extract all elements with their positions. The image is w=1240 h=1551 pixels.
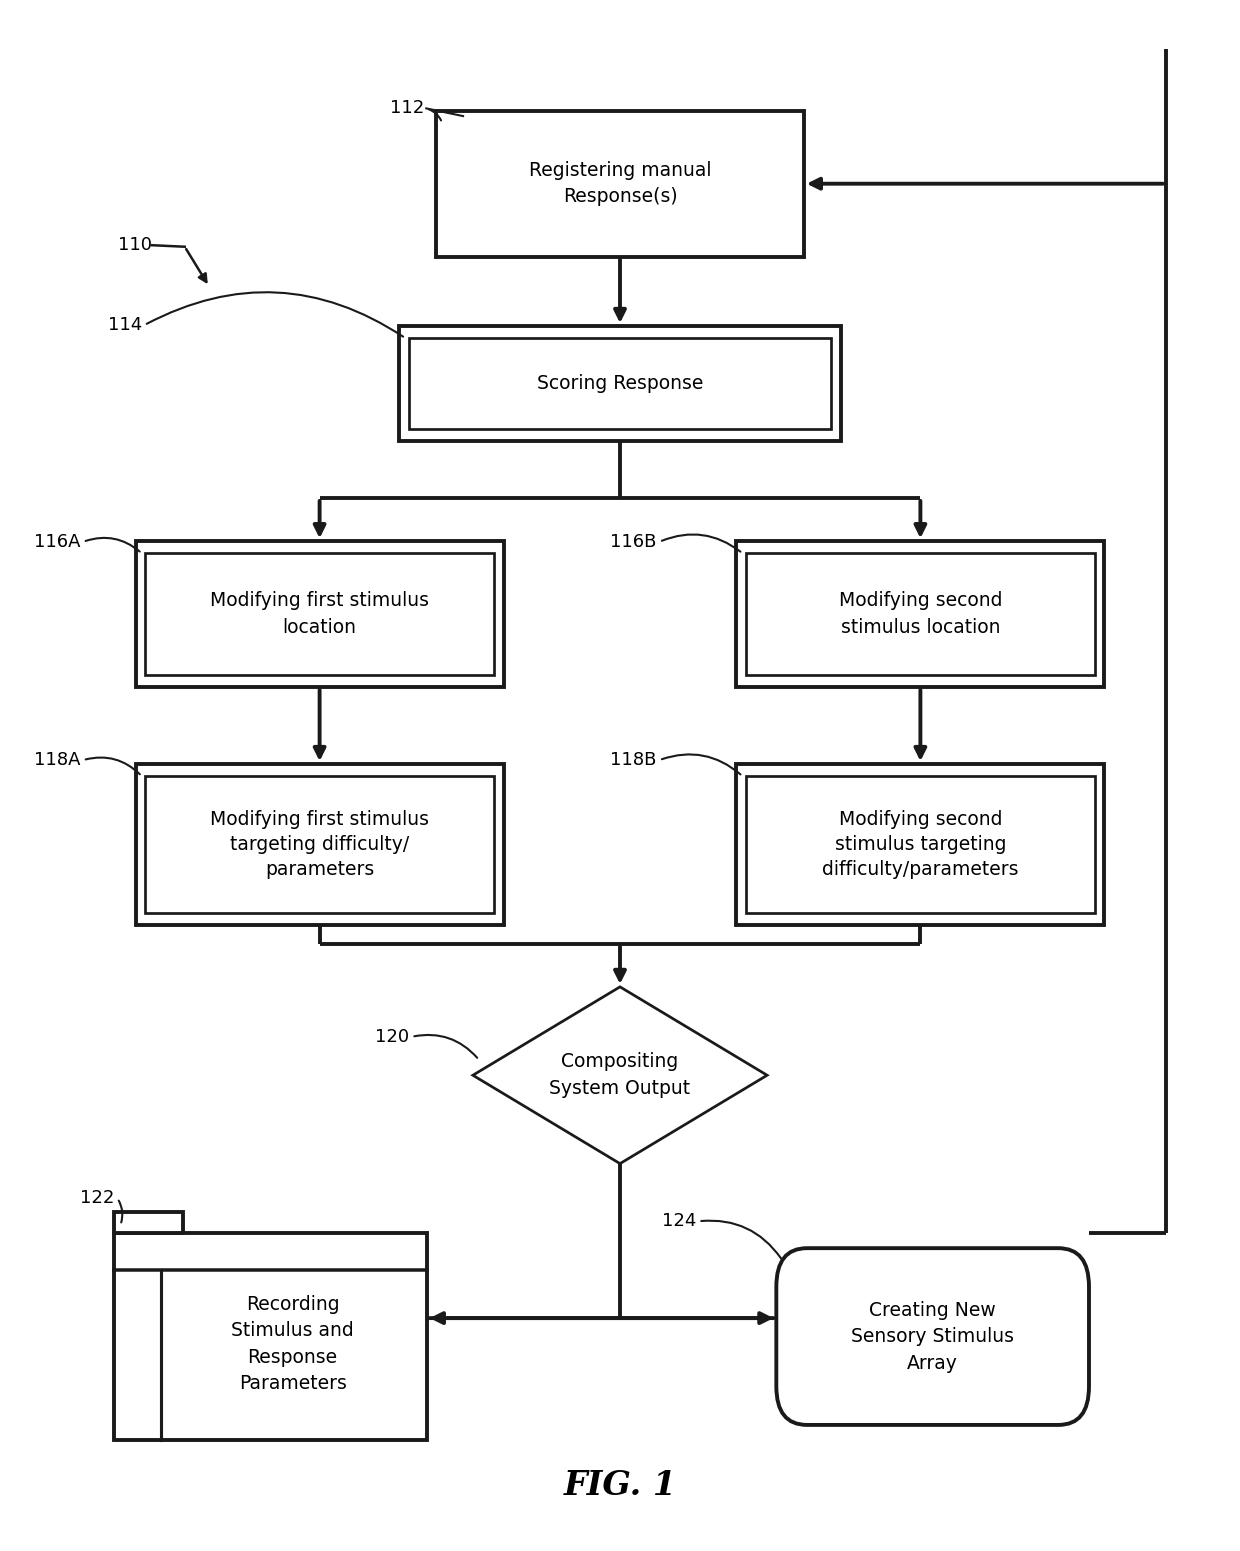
Text: FIG. 1: FIG. 1 (563, 1469, 677, 1503)
Text: 116A: 116A (33, 534, 81, 551)
Bar (737, 541, 1105, 687)
Bar (746, 554, 1095, 675)
FancyBboxPatch shape (776, 1249, 1089, 1425)
Text: 116B: 116B (610, 534, 657, 551)
Bar (746, 776, 1095, 914)
Bar (737, 765, 1105, 926)
Text: Modifying second
stimulus targeting
difficulty/parameters: Modifying second stimulus targeting diff… (822, 810, 1018, 879)
Bar (145, 776, 494, 914)
Text: Registering manual
Response(s): Registering manual Response(s) (528, 161, 712, 206)
Text: Compositing
System Output: Compositing System Output (549, 1053, 691, 1098)
Text: Scoring Response: Scoring Response (537, 374, 703, 392)
Bar (114, 1233, 427, 1441)
Text: 112: 112 (389, 99, 424, 118)
Text: Modifying second
stimulus location: Modifying second stimulus location (838, 591, 1002, 637)
Text: 122: 122 (81, 1190, 115, 1207)
Text: Modifying first stimulus
targeting difficulty/
parameters: Modifying first stimulus targeting diffi… (210, 810, 429, 879)
Bar (145, 554, 494, 675)
Text: Creating New
Sensory Stimulus
Array: Creating New Sensory Stimulus Array (851, 1301, 1014, 1373)
Bar (409, 338, 831, 430)
Text: 110: 110 (118, 236, 151, 254)
Polygon shape (472, 986, 768, 1163)
Bar (436, 110, 804, 257)
Text: 114: 114 (108, 316, 141, 333)
Text: 118A: 118A (33, 751, 81, 769)
Bar (135, 541, 503, 687)
Bar (135, 765, 503, 926)
Text: 120: 120 (374, 1028, 409, 1045)
Text: Modifying first stimulus
location: Modifying first stimulus location (210, 591, 429, 637)
Bar (399, 326, 841, 440)
Bar (114, 1211, 184, 1233)
Text: 124: 124 (662, 1213, 696, 1230)
Text: Recording
Stimulus and
Response
Parameters: Recording Stimulus and Response Paramete… (231, 1295, 353, 1393)
Text: 118B: 118B (610, 751, 657, 769)
